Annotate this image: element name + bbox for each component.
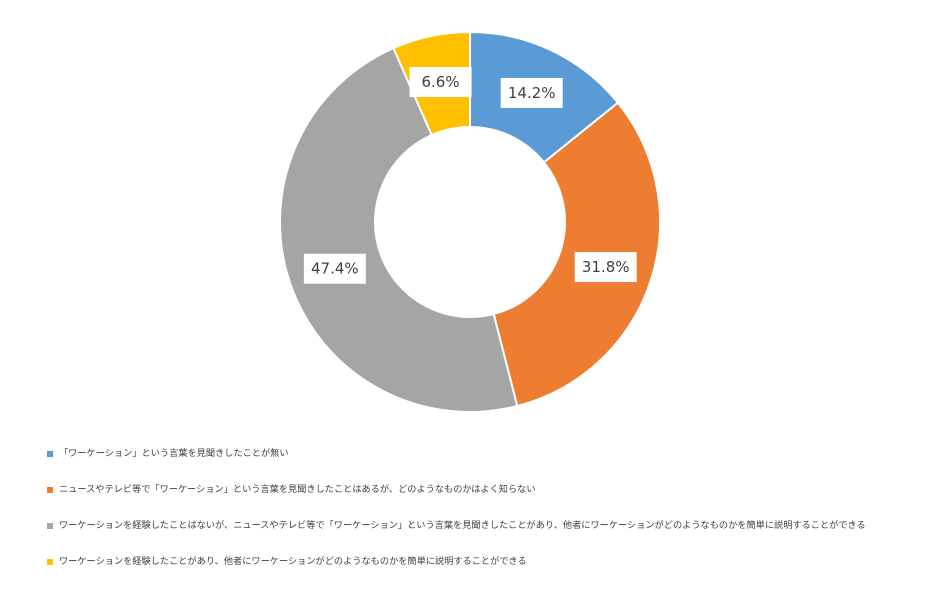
donut-slice — [279, 46, 519, 413]
data-label: 47.4% — [303, 253, 366, 284]
data-label-box — [303, 253, 366, 284]
legend-swatch — [47, 523, 53, 529]
donut-chart: 14.2% 31.8% 47.4% 6.6% — [279, 30, 661, 413]
data-label-box — [574, 252, 637, 283]
data-label: 31.8% — [574, 252, 637, 283]
legend-label: ワーケーションを経験したことはないが、ニュースやテレビ等で「ワーケーション」とい… — [59, 520, 866, 532]
legend-label: ニュースやテレビ等で「ワーケーション」という言葉を見聞きしたことはあるが、どのよ… — [59, 484, 536, 496]
legend-label: 「ワーケーション」という言葉を見聞きしたことが無い — [59, 448, 289, 460]
data-label-text: 14.2% — [508, 84, 556, 102]
legend: 「ワーケーション」という言葉を見聞きしたことが無いニュースやテレビ等で「ワーケー… — [47, 436, 927, 580]
data-label-box — [500, 77, 563, 108]
legend-item: ワーケーションを経験したことがあり、他者にワーケーションがどのようなものかを簡単… — [47, 544, 927, 580]
data-label: 6.6% — [409, 67, 472, 98]
data-label-text: 6.6% — [422, 73, 460, 91]
data-label-text: 31.8% — [582, 258, 630, 276]
legend-item: ワーケーションを経験したことはないが、ニュースやテレビ等で「ワーケーション」とい… — [47, 508, 927, 544]
legend-item: ニュースやテレビ等で「ワーケーション」という言葉を見聞きしたことはあるが、どのよ… — [47, 472, 927, 508]
legend-label: ワーケーションを経験したことがあり、他者にワーケーションがどのようなものかを簡単… — [59, 556, 527, 568]
data-label: 14.2% — [500, 77, 563, 108]
legend-item: 「ワーケーション」という言葉を見聞きしたことが無い — [47, 436, 927, 472]
legend-swatch — [47, 487, 53, 493]
legend-swatch — [47, 451, 53, 457]
data-label-text: 47.4% — [311, 260, 359, 278]
legend-swatch — [47, 559, 53, 565]
data-label-box — [409, 67, 472, 98]
